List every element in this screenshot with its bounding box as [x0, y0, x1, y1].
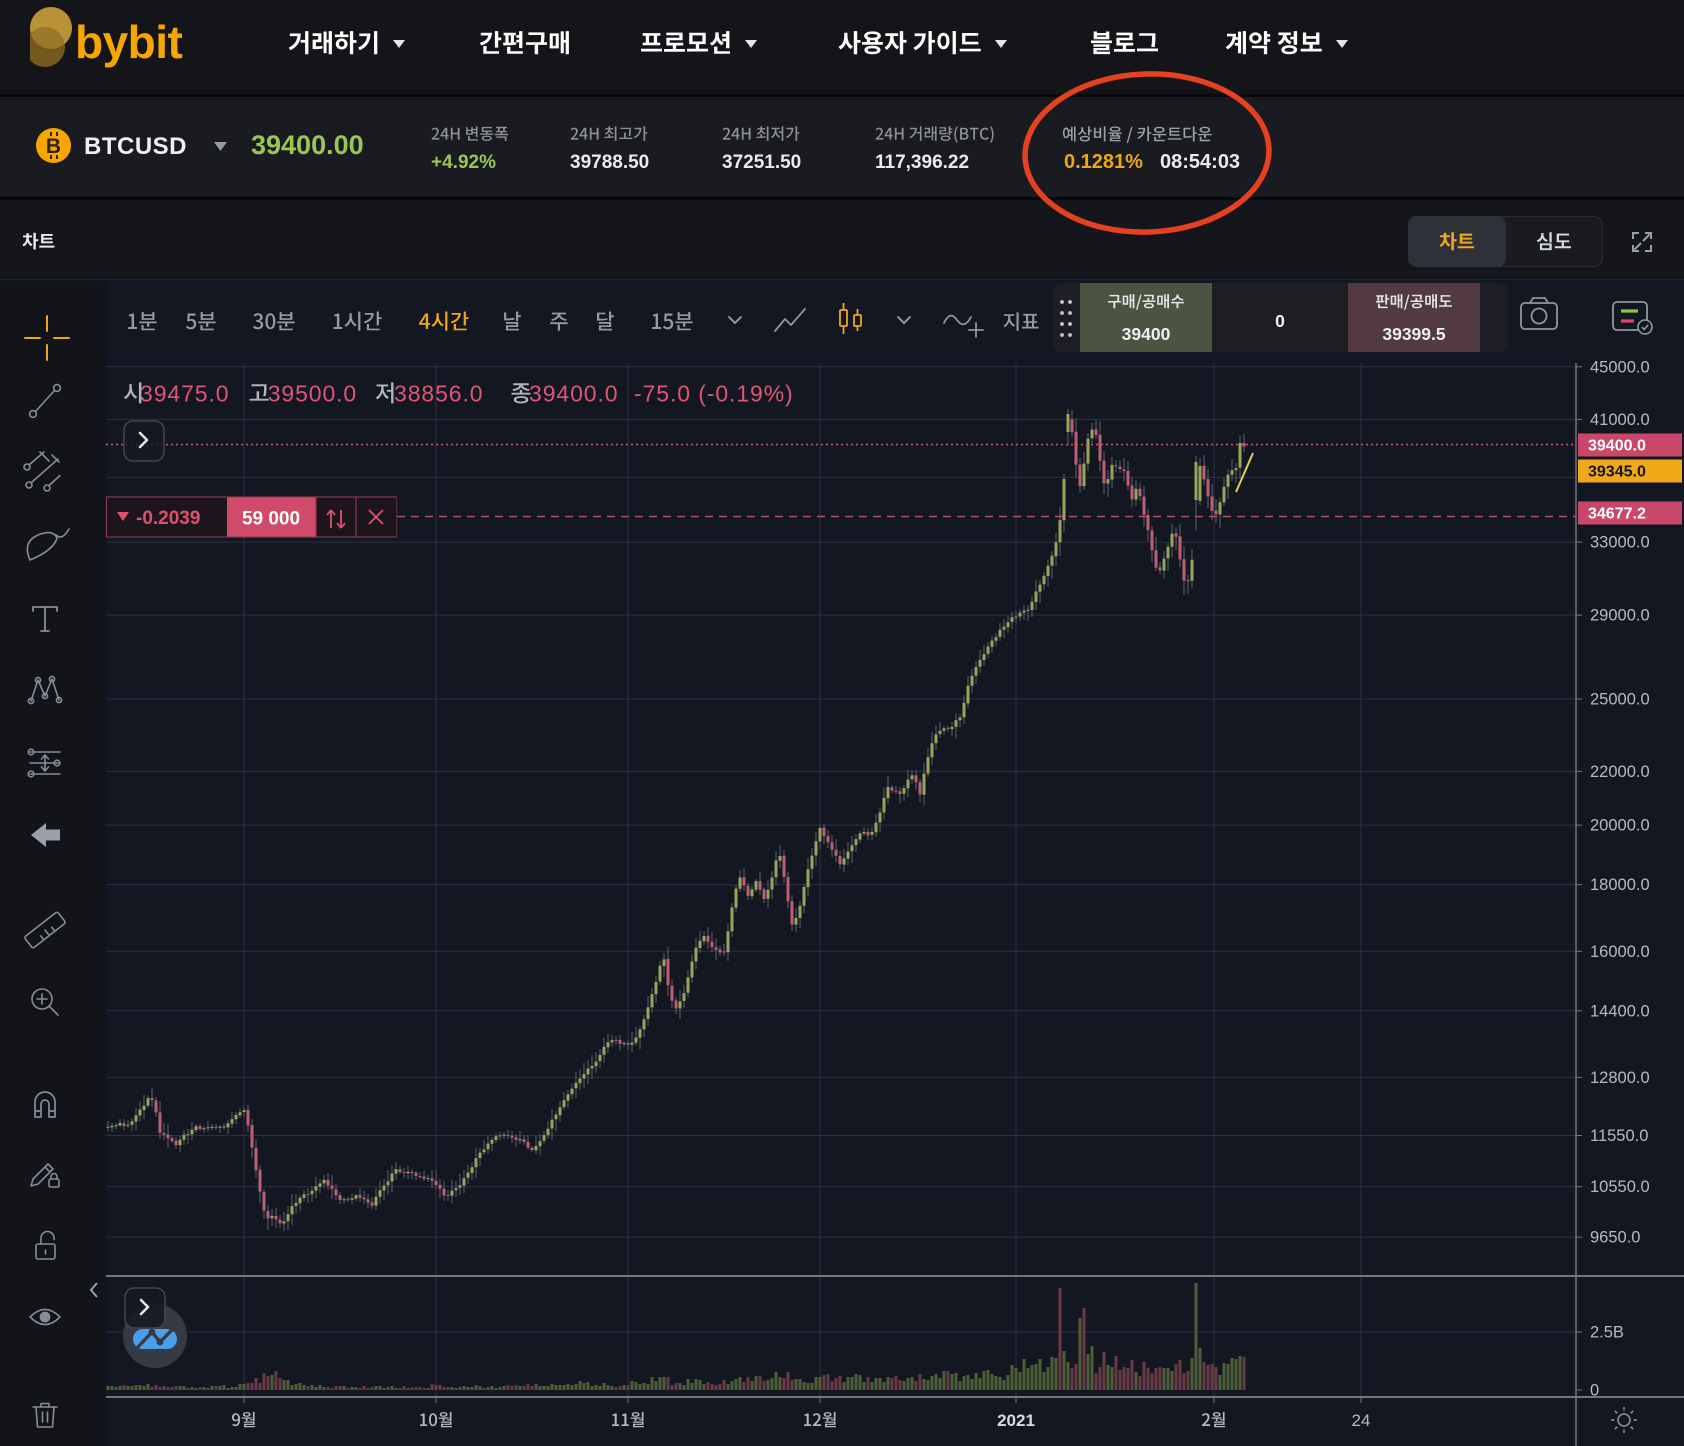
- svg-text:24: 24: [1352, 1411, 1371, 1430]
- svg-text:-75.0 (-0.19%): -75.0 (-0.19%): [634, 381, 794, 407]
- svg-text:0: 0: [1275, 311, 1285, 331]
- svg-text:16000.0: 16000.0: [1590, 943, 1650, 961]
- svg-text:41000.0: 41000.0: [1590, 411, 1650, 429]
- svg-text:38856.0: 38856.0: [394, 381, 483, 407]
- svg-text:33000.0: 33000.0: [1590, 534, 1650, 552]
- svg-text:39400.0: 39400.0: [1588, 438, 1646, 455]
- svg-text:59 000: 59 000: [242, 509, 300, 530]
- svg-text:11550.0: 11550.0: [1590, 1127, 1648, 1145]
- svg-text:B: B: [46, 135, 61, 158]
- svg-text:0: 0: [1590, 1382, 1599, 1400]
- svg-text:39399.5: 39399.5: [1382, 324, 1446, 344]
- svg-text:39345.0: 39345.0: [1588, 464, 1646, 481]
- svg-text:2021: 2021: [997, 1411, 1035, 1430]
- svg-text:20000.0: 20000.0: [1590, 817, 1650, 835]
- svg-text:22000.0: 22000.0: [1590, 763, 1650, 781]
- svg-text:18000.0: 18000.0: [1590, 876, 1650, 894]
- svg-text:39400.0: 39400.0: [529, 381, 618, 407]
- svg-text:12800.0: 12800.0: [1590, 1069, 1650, 1087]
- svg-text:9650.0: 9650.0: [1590, 1229, 1640, 1247]
- svg-text:25000.0: 25000.0: [1590, 691, 1650, 709]
- svg-text:bybit: bybit: [75, 16, 183, 68]
- svg-text:39475.0: 39475.0: [140, 381, 229, 407]
- svg-text:14400.0: 14400.0: [1590, 1002, 1650, 1020]
- svg-text:-0.2039: -0.2039: [136, 508, 200, 529]
- svg-text:45000.0: 45000.0: [1590, 358, 1650, 376]
- svg-text:39400: 39400: [1122, 324, 1171, 344]
- svg-text:34677.2: 34677.2: [1588, 506, 1646, 523]
- svg-text:2.5B: 2.5B: [1590, 1324, 1624, 1342]
- svg-text:39500.0: 39500.0: [268, 381, 357, 407]
- svg-text:10550.0: 10550.0: [1590, 1178, 1650, 1196]
- svg-text:29000.0: 29000.0: [1590, 607, 1650, 625]
